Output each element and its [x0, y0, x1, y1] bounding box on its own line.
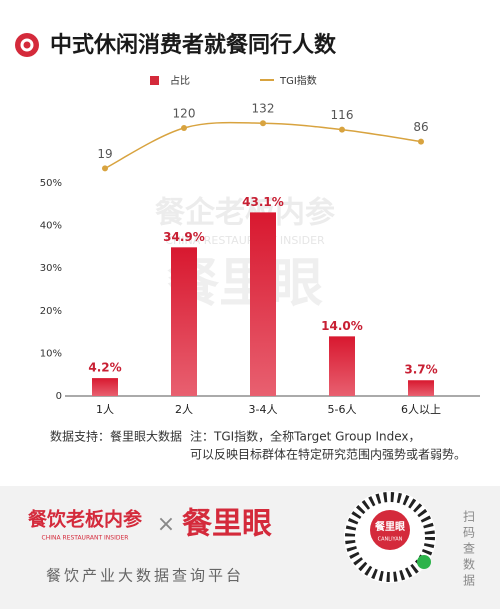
- y-tick-label: 20%: [40, 306, 62, 317]
- banner-tagline: 餐饮产业大数据查询平台: [46, 567, 244, 585]
- value-label: 120: [173, 107, 196, 121]
- bar: [408, 380, 434, 396]
- bar: [329, 336, 355, 396]
- value-label: 43.1%: [242, 195, 284, 209]
- qr-badge: [417, 555, 431, 569]
- bar: [250, 212, 276, 396]
- x-tick-label: 2人: [175, 403, 193, 416]
- legend-swatch: [150, 76, 159, 85]
- banner-times: ×: [157, 512, 175, 537]
- line-point: [339, 126, 345, 133]
- line-point: [418, 138, 424, 145]
- watermark: 餐企老板内参: [155, 196, 335, 231]
- bar: [171, 247, 197, 396]
- qr-code: [345, 492, 435, 582]
- chart-title: 中式休闲消费者就餐同行人数: [50, 32, 337, 58]
- line-point: [181, 125, 187, 131]
- banner-brand: 餐饮老板内参: [28, 508, 142, 531]
- watermark: CHINA RESTAURANT INSIDER: [165, 234, 325, 247]
- y-tick-label: 50%: [40, 178, 62, 189]
- legend-label: 占比: [170, 74, 190, 87]
- scan-label: 扫码查数据: [462, 510, 476, 590]
- line-point: [260, 120, 266, 127]
- title-icon: [20, 38, 34, 52]
- value-label: 4.2%: [88, 361, 121, 375]
- note: 注：TGI指数，全称Target Group Index，: [190, 429, 421, 444]
- banner-english: CHINA RESTAURANT INSIDER: [42, 535, 129, 542]
- bar: [92, 378, 118, 396]
- value-label: 3.7%: [404, 363, 437, 377]
- x-tick-label: 5-6人: [328, 403, 357, 416]
- y-tick-label: 30%: [40, 263, 62, 274]
- value-label: 34.9%: [163, 230, 205, 244]
- qr-label: 餐里眼: [374, 520, 405, 533]
- value-label: 86: [413, 120, 428, 134]
- value-label: 116: [331, 108, 354, 122]
- source: 数据支持：餐里眼大数据: [50, 429, 182, 444]
- y-tick-label: 40%: [40, 221, 62, 232]
- value-label: 19: [97, 147, 112, 161]
- y-tick-label: 0: [56, 391, 62, 402]
- x-tick-label: 6人以上: [401, 403, 441, 416]
- qr-sub: CANLIYAN: [378, 537, 403, 543]
- qr-logo: [370, 510, 410, 550]
- x-tick-label: 1人: [96, 403, 114, 416]
- value-label: 14.0%: [321, 319, 363, 333]
- banner-partner: 餐里眼: [182, 507, 272, 542]
- title-icon: [15, 33, 39, 57]
- legend-label: TGI指数: [279, 74, 317, 87]
- value-label: 132: [252, 102, 275, 116]
- x-tick-label: 3-4人: [249, 403, 278, 416]
- y-tick-label: 10%: [40, 348, 62, 359]
- line-point: [102, 165, 108, 172]
- note: 可以反映目标群体在特定研究范围内强势或者弱势。: [190, 447, 466, 462]
